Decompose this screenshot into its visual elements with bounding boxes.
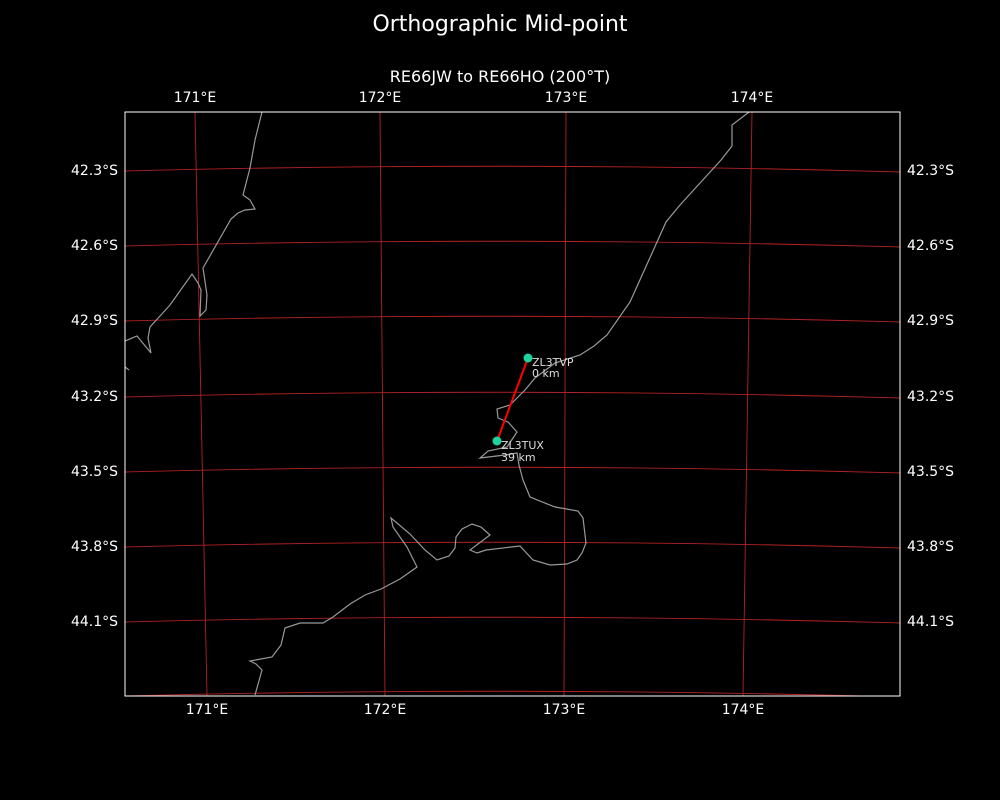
lat-tick-label: 42.3°S xyxy=(907,163,954,179)
lat-tick-label: 43.2°S xyxy=(907,389,954,405)
parallel-line xyxy=(125,541,900,549)
station-label-call: ZL3TVP xyxy=(532,356,574,369)
lat-tick-label: 43.8°S xyxy=(907,539,954,555)
lon-tick-label: 171°E xyxy=(186,702,229,718)
map-subtitle: RE66JW to RE66HO (200°T) xyxy=(389,67,611,86)
lat-tick-label: 43.2°S xyxy=(71,389,118,405)
coastline-west xyxy=(125,112,263,354)
lon-tick-label: 174°E xyxy=(731,90,774,106)
lon-tick-label: 172°E xyxy=(359,90,402,106)
lat-tick-label: 43.5°S xyxy=(71,464,118,480)
station-label-call: ZL3TUX xyxy=(501,439,544,452)
graticule xyxy=(125,112,900,696)
station-marker-2[interactable] xyxy=(492,436,502,446)
meridian-line xyxy=(379,112,386,696)
lat-tick-label: 44.1°S xyxy=(907,614,954,630)
coastline xyxy=(125,112,750,696)
lat-tick-label: 43.8°S xyxy=(71,539,118,555)
lat-tick-label: 42.9°S xyxy=(907,313,954,329)
lon-tick-label: 173°E xyxy=(543,702,586,718)
parallel-line xyxy=(125,616,900,624)
coastline-fragment xyxy=(125,366,130,371)
map-title: Orthographic Mid-point xyxy=(372,12,628,37)
path-line xyxy=(496,357,529,442)
meridian-line xyxy=(563,112,567,696)
lat-tick-label: 42.6°S xyxy=(71,238,118,254)
parallel-line xyxy=(125,466,900,474)
lon-tick-label: 172°E xyxy=(364,702,407,718)
parallel-line xyxy=(125,391,900,399)
lon-tick-label: 174°E xyxy=(722,702,765,718)
meridian-line xyxy=(742,112,753,696)
station-marker-1[interactable] xyxy=(523,353,533,363)
parallel-line xyxy=(125,690,880,696)
lat-tick-label: 42.9°S xyxy=(71,313,118,329)
lat-tick-label: 42.6°S xyxy=(907,238,954,254)
map-frame xyxy=(124,111,901,697)
parallel-line xyxy=(125,240,900,248)
coastline-east xyxy=(248,112,750,696)
lat-tick-label: 44.1°S xyxy=(71,614,118,630)
station-label-distance: 0 km xyxy=(532,367,560,380)
parallel-line xyxy=(125,315,900,323)
lat-tick-label: 43.5°S xyxy=(907,464,954,480)
lat-tick-label: 42.3°S xyxy=(71,163,118,179)
station-label-distance: 39 km xyxy=(501,451,536,464)
meridian-line xyxy=(194,112,208,696)
lon-tick-label: 171°E xyxy=(174,90,217,106)
lon-tick-label: 173°E xyxy=(545,90,588,106)
parallel-line xyxy=(125,165,900,173)
